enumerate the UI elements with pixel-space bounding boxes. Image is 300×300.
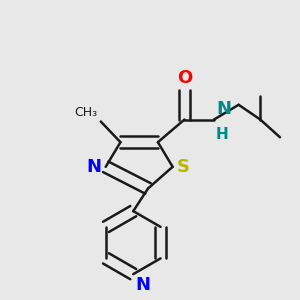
Text: N: N (216, 100, 231, 118)
Text: N: N (87, 158, 102, 176)
Text: S: S (177, 158, 190, 176)
Text: CH₃: CH₃ (75, 106, 98, 118)
Text: N: N (135, 276, 150, 294)
Text: H: H (216, 128, 229, 142)
Text: O: O (177, 69, 192, 87)
